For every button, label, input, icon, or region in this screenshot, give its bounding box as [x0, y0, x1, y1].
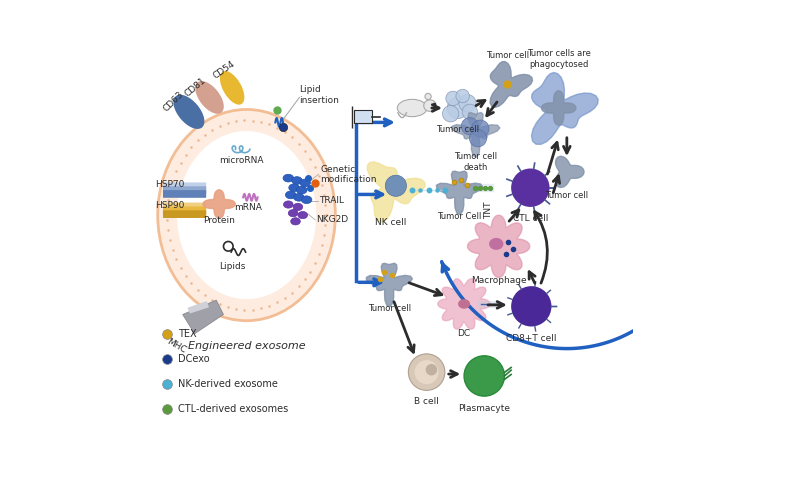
Text: NKG2D: NKG2D: [316, 215, 348, 225]
Text: Tumor cell: Tumor cell: [486, 51, 529, 60]
Bar: [354, 110, 372, 123]
FancyBboxPatch shape: [163, 186, 206, 194]
Ellipse shape: [293, 203, 303, 211]
Text: Tumor cell: Tumor cell: [436, 125, 479, 134]
FancyBboxPatch shape: [163, 210, 206, 218]
Circle shape: [461, 117, 479, 135]
Polygon shape: [542, 91, 576, 125]
Text: TEX: TEX: [178, 329, 196, 339]
Ellipse shape: [292, 177, 303, 185]
Polygon shape: [531, 72, 598, 144]
Text: CTL-derived exosomes: CTL-derived exosomes: [178, 404, 288, 413]
Text: Lipid
insertion: Lipid insertion: [299, 85, 340, 105]
Circle shape: [511, 286, 552, 327]
FancyBboxPatch shape: [163, 206, 206, 214]
Text: microRNA: microRNA: [219, 156, 264, 165]
Ellipse shape: [283, 174, 294, 182]
Text: Lipids: Lipids: [219, 262, 245, 271]
Text: NK cell: NK cell: [376, 218, 407, 227]
Circle shape: [469, 129, 487, 147]
Ellipse shape: [285, 191, 296, 199]
Text: B cell: B cell: [414, 397, 439, 406]
Circle shape: [414, 360, 439, 384]
Circle shape: [459, 95, 476, 112]
Polygon shape: [490, 62, 532, 107]
Circle shape: [426, 364, 437, 375]
FancyBboxPatch shape: [163, 183, 206, 190]
Text: Tumor cell: Tumor cell: [368, 304, 411, 313]
Text: Genetic
modification: Genetic modification: [320, 165, 376, 184]
Circle shape: [511, 169, 549, 207]
Ellipse shape: [425, 93, 432, 99]
Circle shape: [409, 354, 445, 390]
Text: CD81: CD81: [183, 75, 208, 98]
Text: TRAIL: TRAIL: [319, 196, 344, 205]
FancyBboxPatch shape: [163, 202, 206, 210]
Polygon shape: [556, 156, 584, 187]
Ellipse shape: [195, 81, 224, 114]
Text: Tumor cell: Tumor cell: [545, 191, 589, 200]
Ellipse shape: [397, 99, 427, 116]
Circle shape: [446, 91, 461, 106]
Ellipse shape: [299, 179, 310, 187]
Ellipse shape: [489, 238, 504, 250]
Text: mRNA: mRNA: [234, 203, 262, 212]
Polygon shape: [438, 279, 490, 329]
Text: CD63: CD63: [161, 89, 185, 113]
Ellipse shape: [424, 100, 436, 112]
Text: Macrophage: Macrophage: [471, 276, 527, 285]
Text: TNT: TNT: [484, 201, 494, 219]
Ellipse shape: [294, 194, 304, 201]
Ellipse shape: [296, 186, 307, 194]
Text: Protein: Protein: [204, 216, 235, 225]
Text: Tumor Cell: Tumor Cell: [437, 212, 482, 221]
FancyBboxPatch shape: [163, 190, 206, 198]
Polygon shape: [436, 171, 483, 214]
Text: NK-derived exosome: NK-derived exosome: [178, 379, 277, 389]
Ellipse shape: [174, 95, 204, 129]
Polygon shape: [182, 300, 223, 334]
Text: HSP90: HSP90: [155, 200, 184, 210]
Polygon shape: [203, 190, 235, 218]
Text: Engineered exosome: Engineered exosome: [188, 341, 305, 351]
Circle shape: [385, 175, 406, 197]
Text: CTL cell: CTL cell: [512, 214, 548, 223]
Ellipse shape: [288, 184, 299, 192]
Polygon shape: [468, 215, 530, 277]
Polygon shape: [452, 113, 500, 157]
Circle shape: [443, 106, 459, 122]
Ellipse shape: [298, 212, 307, 219]
Text: Tumor cells are
phagocytosed: Tumor cells are phagocytosed: [527, 49, 590, 69]
Ellipse shape: [158, 110, 336, 321]
Circle shape: [464, 356, 505, 396]
Text: HSP70: HSP70: [155, 180, 184, 189]
Text: CD8+T cell: CD8+T cell: [506, 334, 556, 343]
Text: Plasmacyte: Plasmacyte: [458, 404, 510, 413]
Text: CD54: CD54: [211, 59, 237, 80]
Polygon shape: [367, 162, 425, 222]
Text: DCexo: DCexo: [178, 354, 210, 364]
Circle shape: [462, 104, 478, 119]
Ellipse shape: [284, 201, 293, 208]
Text: DC: DC: [457, 329, 471, 338]
Ellipse shape: [301, 196, 312, 203]
Text: Tumor cell
death: Tumor cell death: [454, 152, 498, 171]
Polygon shape: [366, 263, 413, 307]
Text: MHC: MHC: [165, 337, 187, 355]
Circle shape: [456, 89, 469, 103]
Ellipse shape: [177, 131, 316, 299]
Circle shape: [447, 98, 468, 118]
Polygon shape: [188, 301, 209, 313]
Ellipse shape: [291, 218, 300, 225]
Ellipse shape: [220, 71, 244, 105]
Ellipse shape: [458, 299, 470, 309]
Ellipse shape: [288, 210, 298, 217]
Circle shape: [472, 120, 489, 137]
